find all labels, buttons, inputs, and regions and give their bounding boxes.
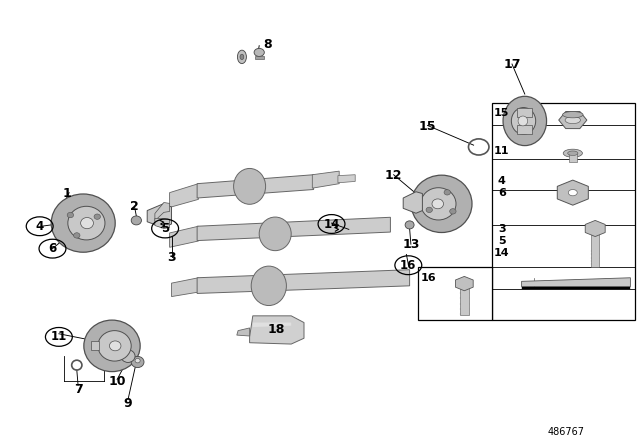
Ellipse shape: [450, 209, 456, 214]
Ellipse shape: [94, 214, 100, 220]
Ellipse shape: [74, 233, 80, 238]
Polygon shape: [312, 171, 339, 188]
Ellipse shape: [563, 149, 582, 157]
Polygon shape: [253, 323, 291, 327]
Bar: [569, 153, 577, 162]
Ellipse shape: [109, 341, 121, 351]
Ellipse shape: [81, 218, 93, 228]
Polygon shape: [170, 184, 198, 207]
Polygon shape: [197, 217, 390, 241]
Bar: [418, 267, 492, 320]
Polygon shape: [197, 270, 410, 293]
Ellipse shape: [444, 190, 451, 195]
Ellipse shape: [568, 190, 577, 196]
Polygon shape: [522, 278, 630, 287]
Polygon shape: [155, 202, 170, 221]
Polygon shape: [91, 341, 99, 350]
Text: 2: 2: [130, 200, 139, 214]
Text: 486767: 486767: [548, 427, 585, 437]
Polygon shape: [250, 316, 304, 344]
Text: 13: 13: [402, 237, 420, 251]
Bar: [460, 284, 469, 315]
Text: 12: 12: [385, 169, 403, 182]
Text: 16: 16: [420, 273, 436, 283]
Polygon shape: [147, 204, 172, 228]
Polygon shape: [517, 108, 532, 117]
Text: 16: 16: [400, 258, 417, 272]
Polygon shape: [517, 125, 532, 134]
Text: 9: 9: [124, 396, 132, 410]
Ellipse shape: [412, 175, 472, 233]
Ellipse shape: [51, 194, 115, 252]
Bar: [591, 228, 599, 267]
Ellipse shape: [565, 116, 580, 124]
Ellipse shape: [426, 207, 433, 212]
Ellipse shape: [121, 350, 135, 362]
Ellipse shape: [67, 212, 74, 218]
Ellipse shape: [563, 112, 583, 118]
Text: 7: 7: [74, 383, 83, 396]
Text: 11: 11: [51, 330, 67, 344]
Text: 15: 15: [494, 108, 509, 118]
Ellipse shape: [68, 206, 105, 240]
Ellipse shape: [259, 217, 291, 251]
Text: 3
5
14: 3 5 14: [494, 224, 509, 258]
Ellipse shape: [131, 216, 141, 225]
Ellipse shape: [237, 50, 246, 64]
Polygon shape: [522, 287, 630, 289]
Text: 15: 15: [419, 120, 436, 133]
Polygon shape: [170, 226, 198, 247]
Polygon shape: [172, 278, 198, 297]
Text: 4
6: 4 6: [498, 177, 506, 198]
Polygon shape: [338, 175, 355, 183]
Ellipse shape: [432, 199, 444, 209]
Ellipse shape: [240, 54, 244, 60]
Ellipse shape: [252, 266, 287, 306]
Text: 4: 4: [36, 220, 44, 233]
Polygon shape: [237, 328, 250, 336]
Text: 1: 1: [63, 187, 72, 200]
Text: 18: 18: [268, 323, 285, 336]
Ellipse shape: [511, 108, 536, 134]
Text: 6: 6: [49, 242, 56, 255]
Ellipse shape: [98, 331, 131, 361]
Ellipse shape: [568, 151, 578, 155]
Ellipse shape: [503, 96, 547, 146]
Ellipse shape: [135, 358, 140, 363]
Bar: [255, 56, 264, 59]
Text: 10: 10: [108, 375, 126, 388]
Text: 8: 8: [263, 38, 272, 52]
Ellipse shape: [254, 48, 264, 56]
Text: 17: 17: [503, 58, 521, 72]
Text: 3: 3: [167, 251, 176, 264]
Ellipse shape: [234, 168, 266, 204]
Ellipse shape: [405, 221, 414, 229]
Text: 5: 5: [161, 222, 169, 235]
Ellipse shape: [131, 357, 144, 367]
Polygon shape: [197, 175, 314, 198]
Ellipse shape: [518, 116, 527, 126]
Polygon shape: [403, 192, 422, 213]
Ellipse shape: [421, 188, 456, 220]
Text: 14: 14: [323, 217, 340, 231]
Polygon shape: [155, 218, 170, 228]
Bar: [492, 103, 635, 320]
Ellipse shape: [84, 320, 140, 372]
Text: 11: 11: [494, 146, 509, 156]
